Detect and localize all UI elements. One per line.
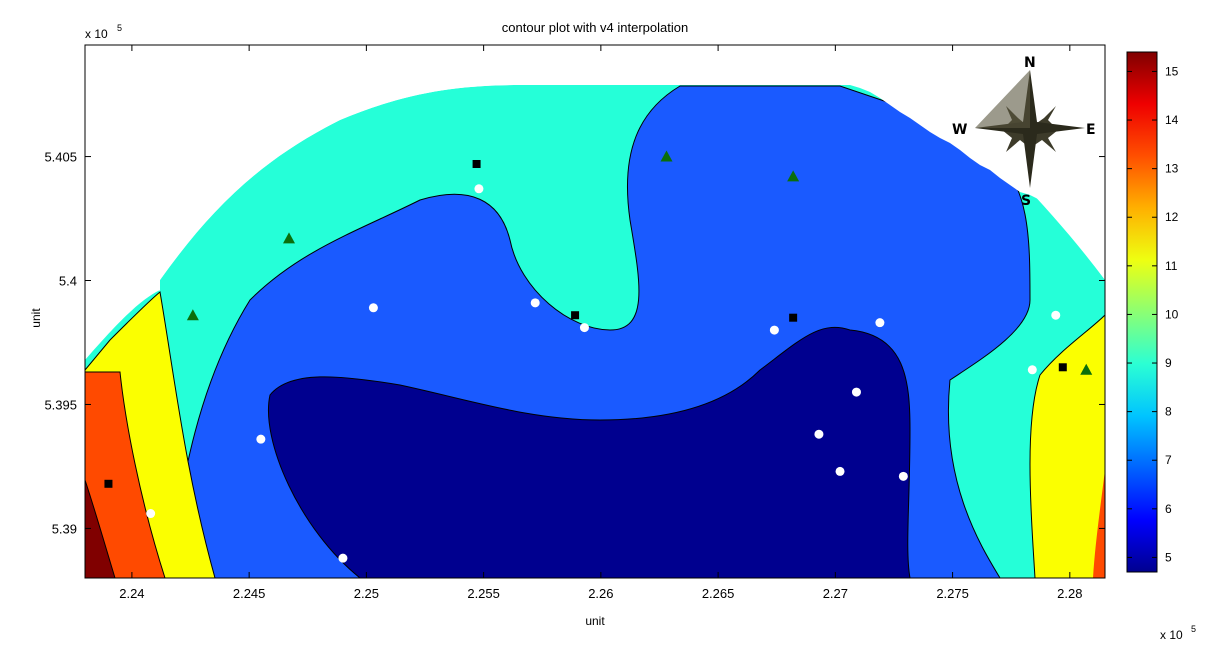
- x-tick-label: 2.26: [588, 586, 613, 601]
- colorbar-tick-label: 11: [1165, 259, 1178, 273]
- compass-n: N: [1024, 55, 1036, 71]
- compass-star-highlight: [975, 70, 1085, 188]
- white-circle-marker: [769, 325, 779, 335]
- green-triangle-marker: [787, 170, 800, 182]
- colorbar: 5 6 7 8 9 10 11 12 13 14 15: [1126, 51, 1179, 573]
- white-circle-marker: [835, 466, 845, 476]
- colorbar-tick-label: 9: [1165, 356, 1172, 370]
- contour-region-level-13-right: [1093, 470, 1105, 578]
- y-tick-label: 5.39: [52, 521, 77, 536]
- y-axis-multiplier: x 10 5: [85, 23, 122, 41]
- x-tick-label: 2.28: [1057, 586, 1082, 601]
- x-tick-label: 2.265: [702, 586, 735, 601]
- white-circle-marker: [1027, 365, 1037, 375]
- black-square-marker: [571, 311, 580, 320]
- contour-fills: [85, 45, 1105, 578]
- compass-e: E: [1086, 122, 1096, 138]
- white-circle-marker: [146, 509, 156, 519]
- plot-frame: [84, 44, 1106, 579]
- x-tick-label: 2.25: [354, 586, 379, 601]
- x-axis-multiplier: x 10 5: [1160, 624, 1196, 642]
- contour-region-level-13-left: [85, 371, 166, 578]
- colorbar-tick-label: 6: [1165, 502, 1172, 516]
- white-circle-marker: [851, 387, 861, 397]
- x-multiplier-exp: 5: [1191, 624, 1196, 634]
- colorbar-tick-label: 12: [1165, 210, 1179, 224]
- white-circle-marker: [579, 323, 589, 333]
- outside-hull-mask: [85, 45, 1105, 360]
- colorbar-tick-label: 14: [1165, 113, 1179, 127]
- white-circle-marker: [814, 429, 824, 439]
- white-circle-marker: [875, 318, 885, 328]
- x-tick-label: 2.245: [233, 586, 266, 601]
- green-triangle-marker: [283, 232, 295, 244]
- y-axis-ticks: 5.39 5.395 5.4 5.405: [44, 150, 1105, 536]
- black-square-marker: [789, 313, 798, 322]
- y-tick-label: 5.395: [44, 397, 77, 412]
- white-circle-marker: [338, 553, 348, 563]
- compass-w: W: [952, 122, 967, 138]
- colorbar-tick-label: 7: [1165, 453, 1172, 467]
- green-triangle-marker: [1080, 363, 1093, 375]
- x-tick-label: 2.27: [823, 586, 848, 601]
- white-circle-marker: [530, 298, 540, 308]
- white-circle-marker: [368, 303, 378, 313]
- x-tick-label: 2.255: [467, 586, 500, 601]
- chart-title: contour plot with v4 interpolation: [502, 20, 688, 35]
- y-multiplier-base: x 10: [85, 27, 108, 41]
- green-triangle-marker: [186, 309, 199, 321]
- white-circle-marker: [256, 434, 266, 444]
- white-circle-marker: [474, 184, 484, 194]
- colorbar-tick-label: 13: [1165, 162, 1179, 176]
- black-square-marker: [1058, 363, 1067, 372]
- contour-region-level-5: [268, 326, 911, 578]
- compass-star-cardinal: [975, 70, 1085, 188]
- y-multiplier-exp: 5: [117, 23, 122, 33]
- white-circle-marker: [898, 471, 908, 481]
- colorbar-tick-label: 15: [1165, 64, 1179, 78]
- colorbar-tick-label: 8: [1165, 405, 1172, 419]
- colorbar-tick-label: 5: [1165, 550, 1172, 564]
- x-multiplier-base: x 10: [1160, 628, 1183, 642]
- green-triangle-marker: [660, 150, 673, 162]
- black-square-marker: [104, 479, 113, 488]
- sample-markers: [104, 150, 1093, 563]
- colorbar-tick-label: 10: [1165, 307, 1179, 321]
- contour-region-level-11-right: [1029, 314, 1105, 578]
- x-tick-label: 2.275: [936, 586, 969, 601]
- compass-s: S: [1021, 193, 1031, 209]
- y-tick-label: 5.4: [59, 274, 77, 289]
- x-axis-label: unit: [585, 614, 605, 628]
- colorbar-gradient: [1126, 51, 1158, 573]
- colorbar-ticks: 5 6 7 8 9 10 11 12 13 14 15: [1127, 64, 1179, 564]
- black-square-marker: [472, 159, 481, 168]
- x-tick-label: 2.24: [119, 586, 144, 601]
- y-axis-label: unit: [29, 308, 43, 328]
- compass-rose: N S E W: [952, 55, 1096, 209]
- y-tick-label: 5.405: [44, 150, 77, 165]
- x-axis-ticks: 2.24 2.245 2.25 2.255 2.26 2.265 2.27 2.275 2.28: [119, 45, 1082, 601]
- white-circle-marker: [1051, 310, 1061, 320]
